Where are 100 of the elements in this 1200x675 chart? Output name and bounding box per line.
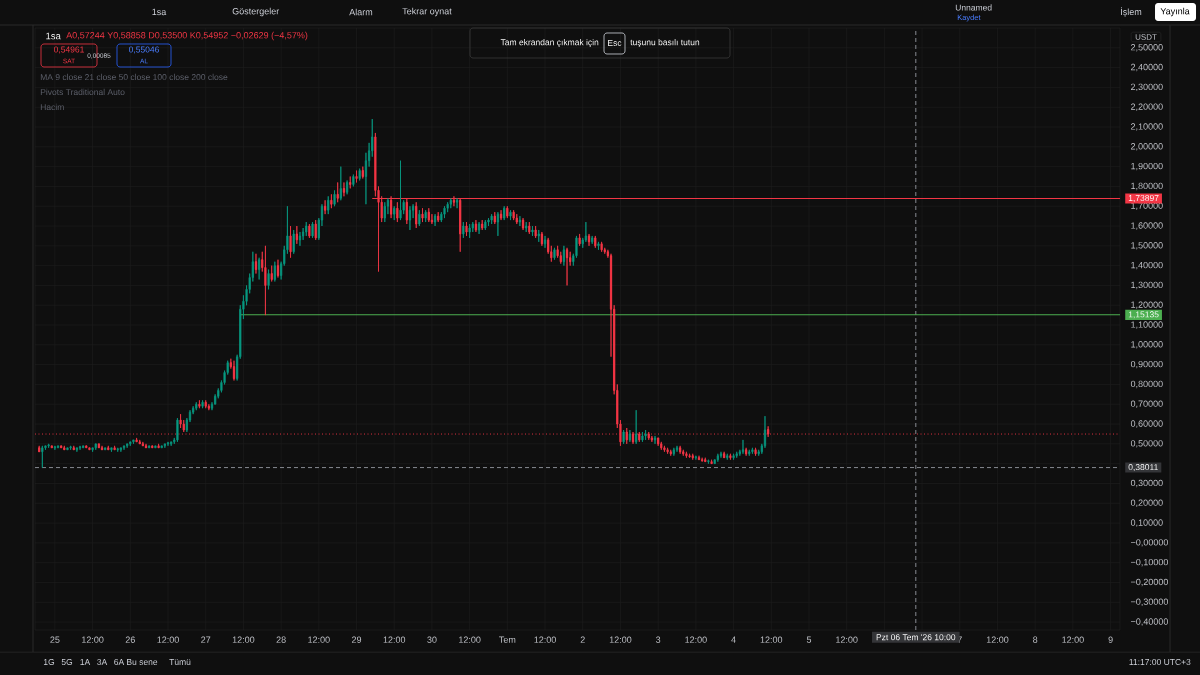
- candlestick: [465, 221, 468, 237]
- candlestick: [707, 459, 710, 465]
- candlestick: [735, 451, 738, 459]
- candlestick: [85, 445, 88, 449]
- annotation: tuşunu basılı tutun: [630, 39, 700, 47]
- y-tick-label: 2,30000: [1131, 83, 1163, 92]
- text: 1sa: [152, 8, 167, 16]
- candlestick: [741, 439, 745, 455]
- candlestick: [666, 447, 669, 455]
- candlestick: [358, 168, 361, 181]
- x-tick-label: 8: [1033, 636, 1038, 643]
- candlestick: [418, 209, 421, 227]
- x-tick-label: 29: [351, 636, 362, 643]
- candlestick: [468, 223, 471, 239]
- candlestick: [157, 443, 160, 449]
- candlestick: [53, 445, 56, 451]
- candlestick: [60, 445, 63, 449]
- y-tick-label: 1,30000: [1131, 281, 1163, 290]
- annotation: MA 9 close 21 close 50 close 100 close 200 close: [40, 73, 228, 81]
- y-tick-label: −0,10000: [1131, 558, 1168, 567]
- text: Göstergeler: [232, 7, 280, 17]
- candlestick: [675, 445, 679, 453]
- candlestick: [327, 195, 330, 215]
- annotation: Esc: [608, 40, 622, 46]
- y-tick-label: 0,50000: [1130, 440, 1163, 448]
- y-tick-label: 0,90000: [1130, 360, 1163, 369]
- candlestick: [477, 221, 481, 235]
- candlestick: [704, 457, 707, 463]
- y-tick-label: 1,20000: [1131, 301, 1163, 309]
- candlestick: [324, 199, 327, 215]
- candlestick: [151, 445, 154, 449]
- y-tick-label: 1,10000: [1131, 321, 1163, 329]
- candlestick: [113, 445, 116, 451]
- candlestick: [553, 247, 556, 261]
- candlestick: [339, 166, 342, 201]
- candlestick: [732, 453, 735, 461]
- annotation: Hacim: [40, 103, 64, 111]
- y-tick-label: 1,40000: [1131, 261, 1163, 270]
- candlestick: [672, 447, 675, 457]
- candlestick: [726, 453, 729, 461]
- text: 1A: [80, 659, 91, 665]
- x-tick-label: 12:00: [383, 636, 406, 643]
- x-tick-label: 12:00: [1062, 636, 1084, 643]
- candlestick: [198, 399, 201, 409]
- candlestick: [669, 449, 672, 457]
- candlestick: [653, 435, 657, 445]
- candlestick: [597, 241, 600, 251]
- candlestick: [270, 265, 273, 282]
- candlestick: [298, 231, 302, 247]
- candlestick: [110, 447, 113, 453]
- y-tick-label: −0,20000: [1131, 578, 1168, 587]
- text: 6A: [114, 659, 125, 665]
- text: Tekrar oynat: [402, 7, 452, 17]
- x-tick-label: 28: [276, 636, 286, 643]
- x-tick-label: 26: [125, 636, 135, 643]
- candlestick: [496, 211, 500, 237]
- candlestick: [767, 425, 770, 438]
- x-tick-label: 25: [50, 636, 60, 643]
- candlestick: [449, 197, 452, 209]
- x-tick-label: 12:00: [836, 636, 858, 643]
- candlestick: [455, 197, 459, 209]
- y-tick-label: 2,20000: [1131, 103, 1163, 111]
- candlestick: [204, 399, 207, 409]
- candlestick: [493, 211, 496, 225]
- candlestick: [88, 447, 91, 451]
- y-tick-label: 2,40000: [1131, 63, 1163, 72]
- x-tick-label: 12:00: [82, 636, 104, 643]
- candlestick: [635, 409, 638, 445]
- candlestick: [78, 445, 82, 451]
- candlestick: [484, 219, 487, 231]
- candlestick: [132, 439, 135, 445]
- candlestick: [160, 445, 163, 449]
- x-tick-label: 5: [806, 636, 812, 643]
- x-tick-label: 12:00: [534, 636, 556, 643]
- y-tick-label: 0,20000: [1130, 499, 1163, 507]
- candlestick: [490, 213, 493, 225]
- candlestick: [47, 443, 50, 449]
- candlestick: [525, 221, 528, 233]
- candlestick: [352, 174, 355, 187]
- candlestick: [694, 455, 697, 461]
- y-tick-label: −0,00000: [1131, 539, 1168, 547]
- annotation: A0,57244 Y0,58858 D0,53500 K0,54952 −0,02629 (−4,57%): [66, 31, 308, 41]
- text: İşlem: [1121, 7, 1142, 17]
- candlestick: [148, 445, 151, 449]
- candlestick: [701, 457, 704, 463]
- candlestick: [264, 245, 267, 316]
- candlestick: [716, 453, 719, 463]
- candlestick: [308, 223, 311, 239]
- candlestick: [305, 221, 308, 237]
- data-label: 1,15135: [1128, 311, 1159, 319]
- candlestick: [408, 205, 412, 231]
- candlestick: [170, 441, 173, 447]
- candlestick: [565, 247, 569, 286]
- candlestick: [72, 445, 75, 451]
- candlestick: [41, 445, 44, 469]
- candlestick: [421, 207, 424, 223]
- candlestick: [267, 269, 270, 290]
- candlestick: [56, 445, 60, 449]
- candlestick: [129, 441, 132, 447]
- candlestick: [336, 182, 339, 203]
